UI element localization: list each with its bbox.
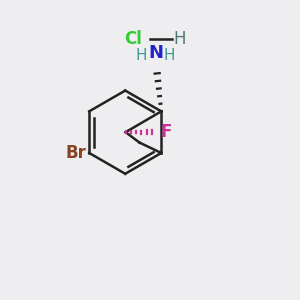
- Text: F: F: [160, 123, 172, 141]
- Text: Cl: Cl: [124, 30, 142, 48]
- Text: N: N: [149, 44, 164, 62]
- Text: Br: Br: [65, 144, 86, 162]
- Text: H: H: [136, 48, 147, 63]
- Text: H: H: [174, 30, 186, 48]
- Text: H: H: [164, 48, 175, 63]
